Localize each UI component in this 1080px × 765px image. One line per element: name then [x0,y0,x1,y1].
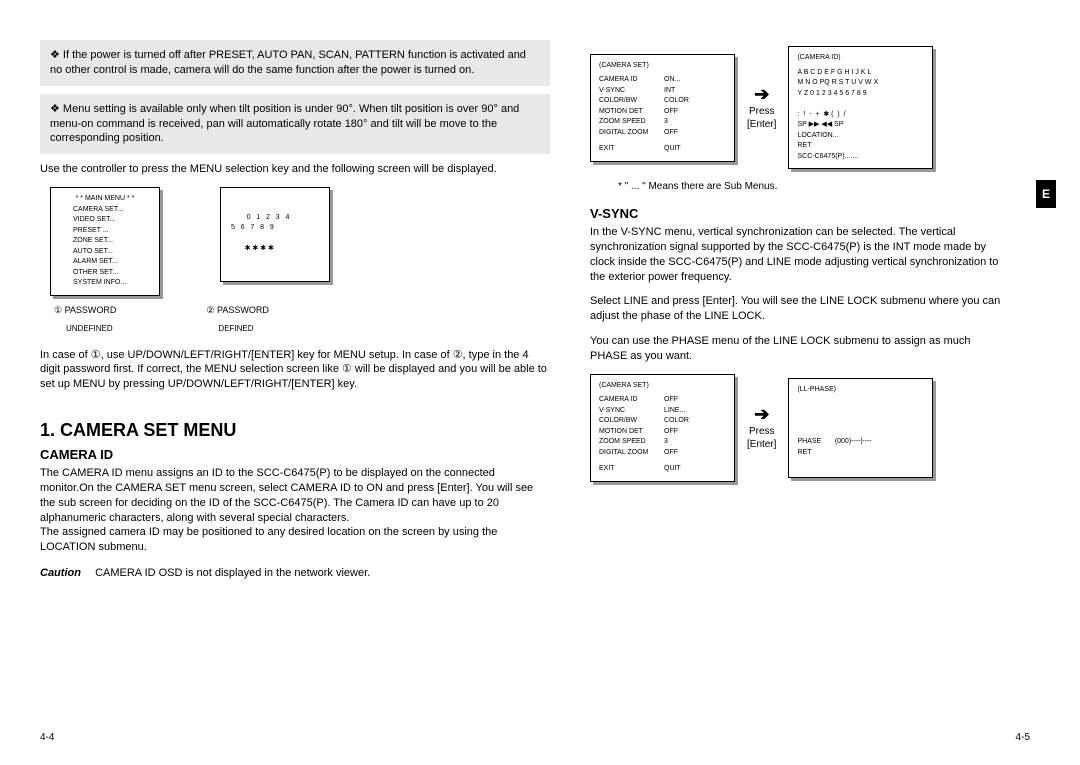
menu-row: EXITQUIT [599,144,726,155]
menu-row: MOTION DETOFF [599,427,726,438]
vsync-para-2: Select LINE and press [Enter]. You will … [590,294,1010,324]
right-page: (CAMERA SET) CAMERA IDON...V-SYNCINTCOLO… [590,40,1010,494]
camera-id-box: (CAMERA ID) A B C D E F G H I J K L M N … [788,46,933,169]
vsync-heading: V-SYNC [590,206,1010,221]
caution-label: Caution [40,567,92,579]
camera-set-box-2: (CAMERA SET) CAMERA IDOFFV-SYNCLINE...CO… [590,374,735,482]
para-2: In case of ①, use UP/DOWN/LEFT/RIGHT/[EN… [40,348,550,393]
caution-text: CAMERA ID OSD is not displayed in the ne… [95,567,370,579]
sub-menu-note: * " ... " Means there are Sub Menus. [618,181,1010,192]
note-box-1: ❖ If the power is turned off after PRESE… [40,40,550,86]
ll-phase-box: (LL-PHASE) PHASE (000)----|---- RET [788,378,933,478]
menu-row: COLOR/BWCOLOR [599,96,726,107]
page-number-left: 4-4 [40,732,54,743]
arrow-group-2: ➔ Press [Enter] [747,404,776,451]
page-number-right: 4-5 [1016,732,1030,743]
subsection-heading: CAMERA ID [40,447,550,462]
menu-row: DIGITAL ZOOMOFF [599,448,726,459]
menu-row: DIGITAL ZOOMOFF [599,128,726,139]
note-box-2: ❖ Menu setting is available only when ti… [40,94,550,155]
main-menu-items: CAMERA SET... VIDEO SET... PRESET ... ZO… [59,205,151,289]
box2-body: A B C D E F G H I J K L M N O PQ R S T U… [797,68,924,163]
diagram-row-1: (CAMERA SET) CAMERA IDON...V-SYNCINTCOLO… [590,46,1010,169]
menu-row: V-SYNCINT [599,86,726,97]
section-heading: 1. CAMERA SET MENU [40,420,550,441]
menu-row: MOTION DETOFF [599,107,726,118]
side-tab: E [1036,180,1056,208]
menu-row: ZOOM SPEED3 [599,437,726,448]
press-enter-2: Press [Enter] [747,425,776,451]
box1-title: (CAMERA SET) [599,61,726,72]
menu-screenshots-row: * * MAIN MENU * * CAMERA SET... VIDEO SE… [50,187,550,296]
diagram-row-2: (CAMERA SET) CAMERA IDOFFV-SYNCLINE...CO… [590,374,1010,482]
vsync-para-1: In the V-SYNC menu, vertical synchroniza… [590,225,1010,284]
box1-rows: CAMERA IDON...V-SYNCINTCOLOR/BWCOLORMOTI… [599,75,726,155]
press-enter-1: Press [Enter] [747,105,776,131]
main-menu-box: * * MAIN MENU * * CAMERA SET... VIDEO SE… [50,187,160,296]
caption-2: ② PASSWORD DEFINED [206,300,268,336]
arrow-right-icon: ➔ [747,84,776,105]
intro-para: Use the controller to press the MENU sel… [40,162,550,177]
box3-title: (CAMERA SET) [599,381,726,392]
menu-row: EXITQUIT [599,464,726,475]
left-page: ❖ If the power is turned off after PRESE… [40,40,550,579]
main-menu-title: * * MAIN MENU * * [59,194,151,205]
caption-1: ① PASSWORD UNDEFINED [54,300,116,336]
password-box: 0 1 2 3 4 5 6 7 8 9 ✱ ✱ ✱ ✱ [220,187,330,282]
menu-row: V-SYNCLINE... [599,406,726,417]
arrow-group-1: ➔ Press [Enter] [747,84,776,131]
box2-title: (CAMERA ID) [797,53,924,64]
caption-row: ① PASSWORD UNDEFINED ② PASSWORD DEFINED [54,300,550,336]
menu-row: COLOR/BWCOLOR [599,416,726,427]
caution-line: Caution CAMERA ID OSD is not displayed i… [40,567,550,579]
menu-row: CAMERA IDON... [599,75,726,86]
vsync-para-3: You can use the PHASE menu of the LINE L… [590,334,1010,364]
camera-id-para: The CAMERA ID menu assigns an ID to the … [40,466,550,555]
box4-title: (LL-PHASE) [797,385,924,396]
menu-row: ZOOM SPEED3 [599,117,726,128]
menu-row: CAMERA IDOFF [599,395,726,406]
arrow-right-icon: ➔ [747,404,776,425]
camera-set-box-1: (CAMERA SET) CAMERA IDON...V-SYNCINTCOLO… [590,54,735,162]
box4-body: PHASE (000)----|---- RET [797,395,924,458]
password-grid: 0 1 2 3 4 5 6 7 8 9 ✱ ✱ ✱ ✱ [231,214,289,253]
box3-rows: CAMERA IDOFFV-SYNCLINE...COLOR/BWCOLORMO… [599,395,726,475]
